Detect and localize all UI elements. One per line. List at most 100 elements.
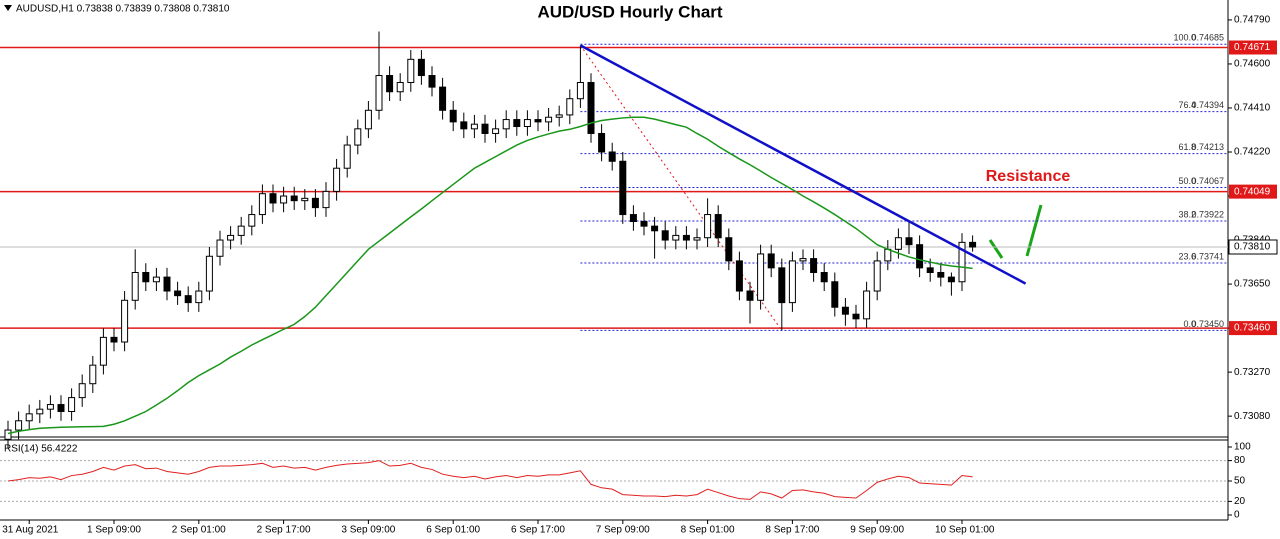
trendline [579, 44, 1027, 285]
candle-body [301, 197, 309, 202]
header-info: AUDUSD,H1 0.73838 0.73839 0.73808 0.7381… [16, 4, 230, 15]
candle-body [386, 75, 394, 93]
candle-body [873, 260, 881, 292]
annotation: Resistance [986, 168, 1071, 185]
candle-body [852, 313, 860, 320]
candle-body [788, 260, 796, 304]
y-tick-label: 0.73080 [1234, 411, 1271, 422]
candle-body [682, 234, 690, 241]
candle-body [863, 290, 871, 320]
candle-body [227, 234, 235, 241]
candle-body [598, 132, 606, 153]
candle-body [534, 119, 542, 123]
level-label: 0.73460 [1234, 323, 1271, 334]
x-tick-label: 31 Aug 2021 [2, 525, 59, 536]
rsi-tick-label: 100 [1234, 442, 1251, 453]
header-icon [4, 5, 12, 11]
x-tick-label: 10 Sep 01:00 [935, 525, 995, 536]
candle-body [714, 214, 722, 239]
y-tick-label: 0.74220 [1234, 147, 1271, 158]
fib-ratio: 100.0 [1173, 33, 1196, 43]
candle-body [820, 271, 828, 283]
candle-body [439, 86, 447, 111]
candle-body [78, 383, 86, 399]
candle-body [661, 230, 669, 241]
x-tick-label: 7 Sep 09:00 [596, 525, 650, 536]
candle-body [566, 98, 574, 116]
y-tick-label: 0.74790 [1234, 15, 1271, 26]
candle-body [57, 404, 65, 413]
candle-body [905, 237, 913, 246]
candle-body [746, 290, 754, 301]
candle-body [152, 276, 160, 283]
candle-body [322, 190, 330, 209]
level-label: 0.74049 [1234, 186, 1271, 197]
candle-body [757, 253, 765, 301]
candle-body [68, 397, 76, 413]
candle-body [121, 299, 129, 343]
candle-body [110, 336, 118, 343]
chart-title: AUD/USD Hourly Chart [537, 2, 722, 21]
x-tick-label: 8 Sep 01:00 [681, 525, 735, 536]
x-tick-label: 1 Sep 09:00 [87, 525, 141, 536]
candle-body [555, 114, 563, 118]
y-tick-label: 0.74410 [1234, 103, 1271, 114]
candle-body [778, 267, 786, 304]
candle-body [937, 271, 945, 278]
rsi-line [7, 460, 973, 500]
candle-body [195, 290, 203, 304]
level-label: 0.74671 [1234, 42, 1271, 53]
candle-body [587, 81, 595, 134]
candle-body [15, 420, 23, 431]
current-price-box [1228, 239, 1278, 255]
fib-ratio: 61.8 [1178, 142, 1196, 152]
candle-body [916, 244, 924, 269]
level-label-box [1229, 40, 1277, 55]
candle-body [354, 128, 362, 146]
candle-body [619, 160, 627, 216]
candle-body [290, 195, 298, 202]
candle-body [25, 413, 33, 422]
candle-body [513, 119, 521, 128]
candle-body [651, 225, 659, 232]
candle-body [311, 197, 319, 209]
candle-body [333, 167, 341, 192]
x-tick-label: 3 Sep 09:00 [341, 525, 395, 536]
candle-body [417, 58, 425, 77]
candle-body [449, 109, 457, 123]
candle-body [205, 255, 213, 292]
candle-body [926, 267, 934, 273]
candle-body [470, 123, 478, 130]
candle-body [629, 214, 637, 223]
rsi-tick-label: 50 [1234, 476, 1246, 487]
x-tick-label: 8 Sep 17:00 [765, 525, 819, 536]
candle-body [884, 248, 892, 262]
candle-body [947, 276, 955, 283]
x-tick-label: 9 Sep 09:00 [850, 525, 904, 536]
candle-body [99, 336, 107, 366]
candle-body [46, 404, 54, 410]
candle-body [704, 214, 712, 239]
fib-ratio: 76.4 [1178, 100, 1196, 110]
candle-body [640, 221, 648, 227]
fib-ratio: 38.2 [1178, 209, 1196, 219]
rsi-tick-label: 0 [1234, 510, 1240, 521]
fib-price: 0.74394 [1191, 100, 1224, 110]
candle-body [142, 271, 150, 283]
fib-price: 0.74067 [1191, 176, 1224, 186]
candle-body [502, 119, 510, 130]
candle-body [810, 258, 818, 273]
candle-body [523, 119, 531, 128]
candle-body [375, 75, 383, 111]
moving-average [7, 116, 973, 435]
candle-body [4, 429, 12, 440]
candle-body [258, 193, 266, 216]
candle-body [280, 195, 288, 204]
candle-body [131, 271, 139, 301]
candle-body [672, 234, 680, 241]
candle-body [693, 237, 701, 241]
candle-body [735, 260, 743, 292]
candle-body [216, 239, 224, 257]
